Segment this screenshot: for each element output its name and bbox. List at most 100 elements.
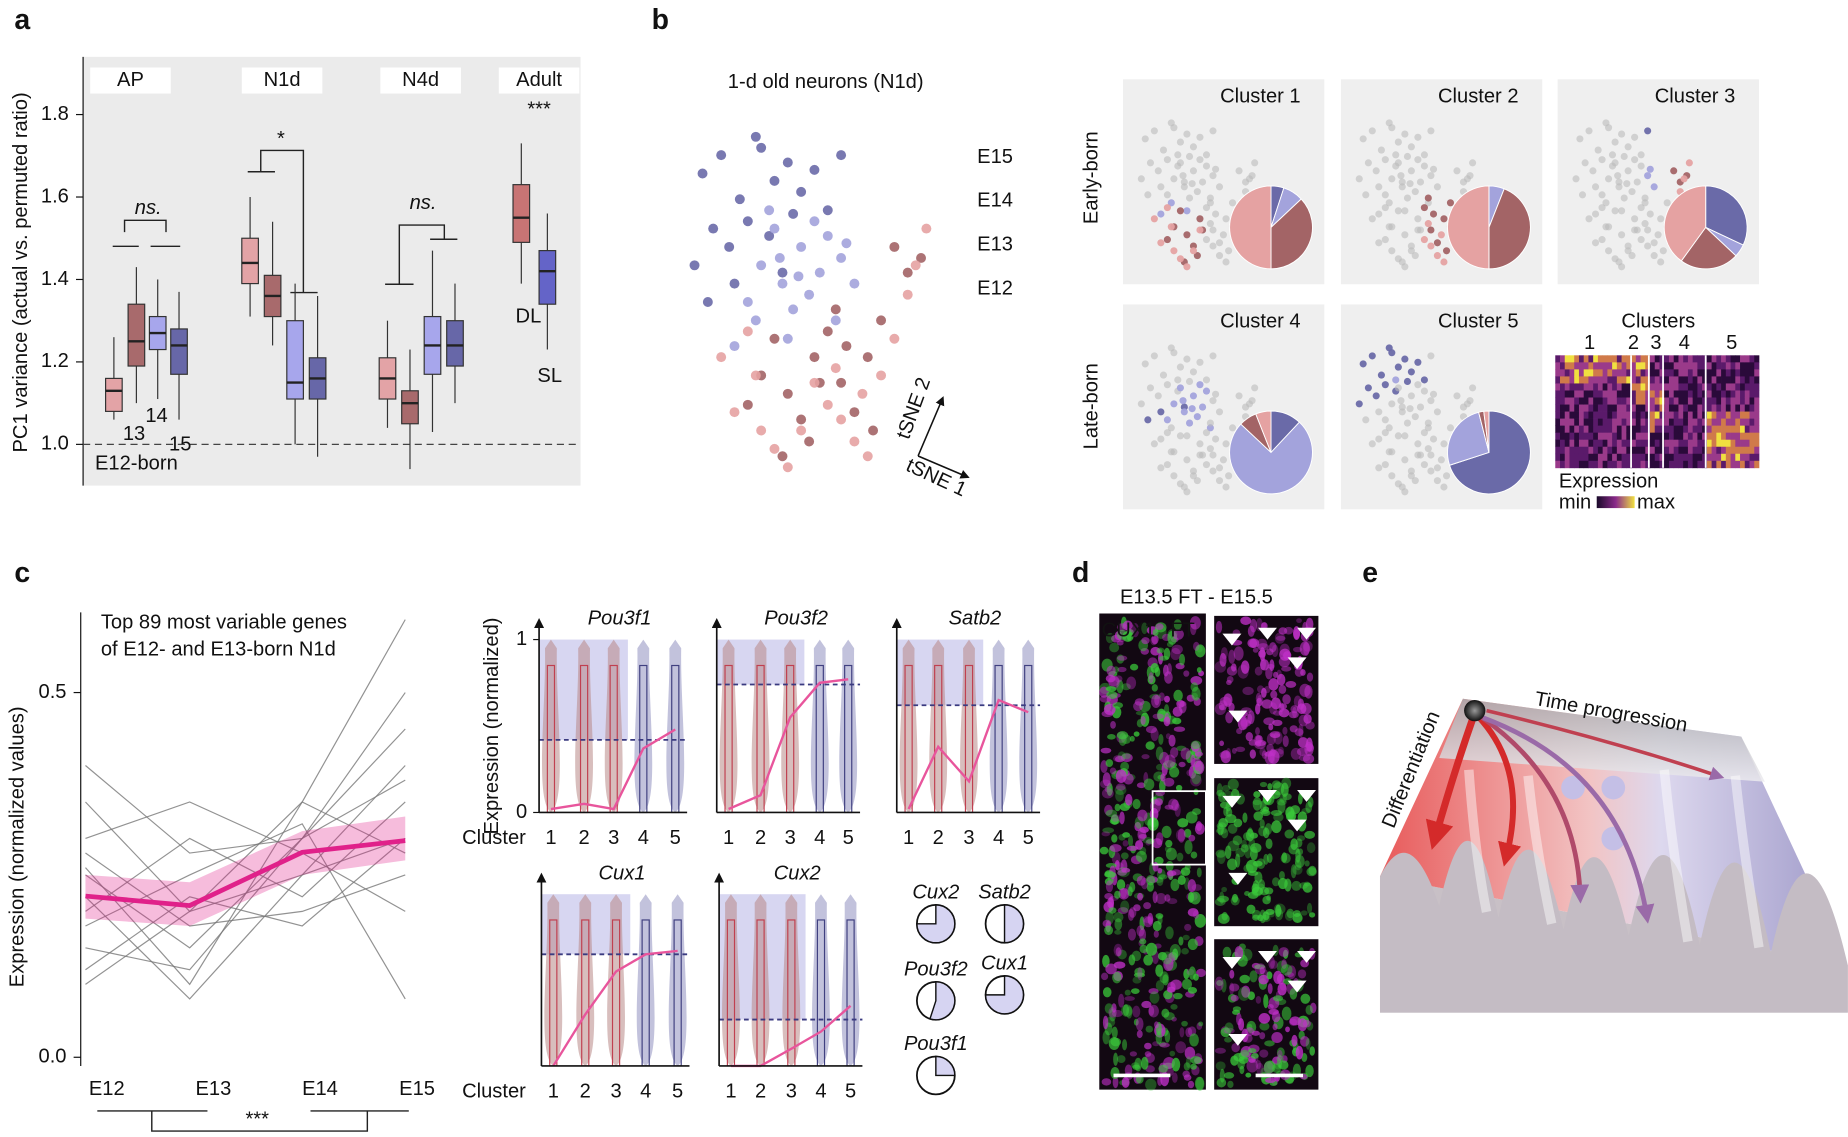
cell	[1189, 1033, 1199, 1047]
heatmap-cell	[1702, 376, 1708, 384]
heatmap-cell	[1668, 390, 1675, 398]
heatmap-cell	[1678, 446, 1684, 455]
cell	[1132, 1064, 1141, 1070]
cluster-point	[1179, 397, 1187, 405]
cell	[1247, 891, 1259, 899]
cluster-point	[1416, 403, 1425, 411]
cell	[1145, 942, 1158, 956]
cluster-point	[1215, 464, 1224, 472]
significance-label: ns.	[410, 192, 437, 214]
cell	[1227, 1080, 1234, 1089]
heatmap-cell	[1626, 432, 1632, 441]
heatmap-cell	[1612, 383, 1618, 391]
heatmap-cell	[1702, 404, 1708, 412]
pie-slice	[929, 981, 956, 1021]
cell	[1153, 930, 1159, 938]
cell	[1263, 717, 1275, 726]
cell	[1113, 943, 1123, 957]
cell	[1181, 978, 1193, 990]
cell	[1114, 918, 1123, 931]
cell	[1259, 966, 1265, 975]
cluster-point	[1401, 488, 1409, 496]
box	[401, 390, 419, 425]
heatmap-cell	[1555, 397, 1561, 405]
cell	[1241, 985, 1251, 998]
heatmap-cell	[1626, 362, 1632, 370]
cluster-point	[1401, 207, 1409, 215]
cell	[1259, 747, 1266, 756]
tsne-point	[862, 352, 873, 363]
cell	[1305, 801, 1313, 813]
heatmap-cell	[1560, 439, 1566, 448]
tsne-point	[902, 289, 913, 300]
heatmap-cell	[1706, 460, 1712, 469]
heatmap-cell	[1555, 418, 1561, 426]
arrowhead	[1297, 951, 1317, 963]
cell	[1227, 823, 1238, 834]
cell	[1224, 845, 1232, 860]
tsne-point	[716, 150, 727, 161]
heatmap-cell	[1730, 418, 1736, 426]
cluster-point	[1605, 175, 1613, 183]
arrowhead	[1297, 627, 1317, 640]
heatmap-cell	[1664, 425, 1670, 434]
cluster-point	[1385, 424, 1393, 432]
heatmap-cell	[1692, 383, 1698, 391]
heatmap-cell	[1574, 432, 1580, 441]
heatmap-cell	[1730, 432, 1736, 441]
heatmap-cell	[1616, 411, 1622, 419]
cell	[1214, 661, 1227, 673]
x-tick-label: 1	[545, 827, 556, 849]
heatmap-cell	[1711, 411, 1717, 419]
heatmap-cell	[1692, 355, 1698, 363]
cell	[1187, 938, 1198, 951]
cluster-point	[1446, 424, 1455, 432]
pie-slice	[1705, 185, 1748, 246]
heatmap-cell	[1687, 411, 1694, 419]
tsne-point	[822, 326, 833, 337]
cluster-point	[1199, 403, 1207, 411]
cluster-point	[1429, 165, 1438, 173]
heatmap-cell	[1706, 418, 1712, 426]
tsne-point	[889, 241, 900, 252]
heatmap-cell	[1560, 383, 1566, 391]
cluster-point	[1196, 451, 1204, 459]
tsne-point	[742, 399, 753, 410]
cell	[1221, 886, 1228, 893]
heatmap-cell	[1730, 383, 1736, 391]
pie-slice	[1448, 410, 1531, 495]
heatmap-cell	[1754, 362, 1760, 370]
cell	[1100, 747, 1112, 754]
heatmap-cell	[1754, 376, 1760, 384]
heatmap-cell	[1711, 460, 1717, 469]
cell	[1264, 1040, 1275, 1047]
cell	[1182, 934, 1190, 941]
heatmap-cell	[1697, 376, 1703, 384]
cluster-point	[1368, 215, 1376, 223]
cell	[1227, 858, 1238, 871]
heatmap-cell	[1721, 446, 1727, 455]
heatmap-cell	[1735, 390, 1741, 398]
violin	[607, 894, 625, 1066]
heatmap-category: 3	[1650, 332, 1661, 354]
heatmap-cell	[1706, 439, 1712, 448]
box-label: SL	[537, 365, 562, 387]
heatmap-cell	[1716, 397, 1722, 405]
cluster-point	[1398, 408, 1406, 416]
heatmap-cell	[1749, 376, 1755, 384]
heatmap-cell	[1754, 446, 1760, 455]
cell	[1262, 895, 1271, 905]
x-tick-label: E15	[399, 1078, 435, 1100]
cell	[1250, 1052, 1259, 1059]
heatmap-cell	[1664, 460, 1670, 469]
cell	[1102, 1015, 1109, 1030]
cell	[1190, 774, 1202, 787]
cell	[1276, 973, 1285, 985]
cell	[1230, 1055, 1239, 1066]
cell	[1223, 693, 1233, 707]
heatmap-cell	[1631, 411, 1637, 419]
cluster-point	[1388, 247, 1396, 255]
heatmap-cell	[1697, 432, 1703, 441]
cell	[1222, 946, 1232, 959]
heatmap-cell	[1640, 369, 1646, 377]
